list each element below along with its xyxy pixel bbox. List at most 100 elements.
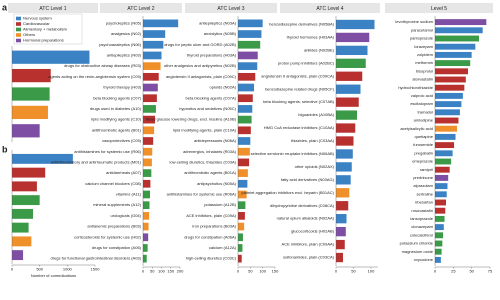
bar bbox=[143, 19, 179, 28]
bar bbox=[143, 115, 156, 124]
bar bbox=[238, 222, 245, 231]
bar bbox=[238, 212, 245, 220]
category-label: clonazepam bbox=[411, 224, 433, 229]
bar bbox=[238, 105, 253, 113]
bar bbox=[12, 250, 24, 261]
bar bbox=[143, 83, 158, 92]
category-label: alprazolam bbox=[413, 183, 433, 188]
legend-box bbox=[13, 13, 83, 45]
bar bbox=[435, 215, 445, 222]
bar bbox=[143, 30, 166, 38]
category-label: lipid modifying agents, plain (C10A) bbox=[173, 127, 237, 132]
category-label: thyroid therapy (H03) bbox=[103, 85, 141, 90]
legend-swatch bbox=[16, 38, 21, 43]
bar bbox=[435, 27, 483, 34]
header-background bbox=[280, 3, 380, 13]
bar bbox=[143, 62, 161, 70]
category-label: antianemic preparations (B03) bbox=[87, 224, 141, 229]
legend-swatch bbox=[16, 33, 21, 37]
category-label: fatty acid derivatives (N03AG) bbox=[281, 177, 335, 182]
category-label: antiepileptics (N03A) bbox=[199, 20, 237, 25]
column-title: ATC Level 4 bbox=[316, 6, 343, 12]
bar bbox=[435, 92, 463, 99]
bar bbox=[143, 179, 151, 188]
bar bbox=[336, 214, 347, 224]
x-tick-label: 25 bbox=[451, 269, 456, 274]
category-label: antithrombotic agents (B01) bbox=[92, 127, 142, 132]
category-label: antiepileptics (N03) bbox=[107, 52, 142, 57]
bar bbox=[336, 188, 350, 198]
category-label: urologicals (G04) bbox=[111, 213, 142, 218]
bar bbox=[336, 162, 352, 172]
category-label: benzodiazepine derivatives (N05BA) bbox=[269, 22, 334, 27]
category-label: other analgesics and antipyretics (N02B) bbox=[164, 63, 237, 68]
bar bbox=[238, 126, 251, 135]
bar bbox=[336, 175, 351, 185]
category-label: antidiarrheals (A07) bbox=[106, 170, 142, 175]
category-label: calcium channel blockers (C08) bbox=[85, 181, 141, 186]
bar bbox=[143, 201, 150, 210]
category-label: thyroid preparations (H03A) bbox=[187, 52, 237, 57]
panel-letter: b bbox=[2, 144, 8, 154]
category-label: metformin bbox=[415, 60, 433, 65]
bar bbox=[435, 224, 444, 231]
category-label: drugs used in diabetes (A10) bbox=[90, 106, 142, 111]
bar bbox=[336, 45, 368, 56]
category-label: bisoprolol bbox=[416, 68, 433, 73]
category-label: ramipril bbox=[420, 167, 433, 172]
bar bbox=[12, 181, 37, 192]
category-label: quetiapine bbox=[415, 134, 434, 139]
category-label: selective serotonin reuptake inhibitors … bbox=[251, 151, 335, 156]
bar bbox=[143, 212, 150, 220]
column-title: ATC Level 3 bbox=[217, 6, 244, 12]
bar bbox=[435, 256, 441, 263]
bar bbox=[238, 94, 253, 103]
x-tick-label: 150 bbox=[167, 269, 174, 274]
bar bbox=[143, 147, 153, 156]
bar bbox=[435, 101, 462, 108]
category-label: HMG CoA reductase inhibitors (C10AA) bbox=[264, 125, 335, 130]
bar bbox=[143, 40, 164, 49]
x-tick-label: 50 bbox=[351, 269, 356, 274]
category-label: adrenergics, inhalants (R03A) bbox=[183, 149, 237, 154]
x-tick-label: 0 bbox=[142, 269, 145, 274]
bar bbox=[435, 158, 452, 165]
bar bbox=[143, 137, 154, 145]
category-label: beta blocking agents, selective (C07AB) bbox=[263, 99, 335, 104]
category-label: benzodiazepine related drugs (N05CF) bbox=[265, 86, 335, 91]
category-label: analgesics (N02) bbox=[111, 31, 142, 36]
panel-letter: a bbox=[2, 2, 8, 12]
bar bbox=[435, 142, 455, 149]
category-label: colecalciferol bbox=[410, 232, 433, 237]
bar bbox=[336, 239, 345, 250]
category-label: vasoprotectives (C05) bbox=[102, 138, 142, 143]
x-tick-label: 50 bbox=[469, 269, 474, 274]
category-label: platelet aggregation inhibitors excl. he… bbox=[242, 190, 335, 195]
bar bbox=[238, 169, 248, 177]
x-tick-label: 1000 bbox=[63, 267, 73, 272]
category-label: beta blocking agents (C07A) bbox=[186, 95, 237, 100]
bar bbox=[336, 136, 354, 146]
bar bbox=[336, 32, 370, 43]
category-label: escitalopram bbox=[410, 101, 433, 106]
bar bbox=[143, 222, 149, 231]
bar bbox=[336, 149, 353, 159]
bar bbox=[12, 222, 29, 233]
category-label: sulfonamides, plain (C03CA) bbox=[283, 255, 335, 260]
bar bbox=[435, 240, 443, 247]
bar bbox=[143, 126, 155, 135]
category-label: omeprazole bbox=[412, 159, 434, 164]
category-label: atorvastatin bbox=[412, 77, 433, 82]
bar bbox=[435, 68, 468, 75]
bar bbox=[12, 195, 40, 206]
bar bbox=[12, 124, 40, 138]
bar bbox=[238, 40, 261, 49]
bar bbox=[238, 201, 246, 210]
bar bbox=[238, 244, 243, 252]
bar bbox=[143, 233, 149, 242]
bar bbox=[238, 147, 250, 156]
bar bbox=[12, 50, 90, 64]
bar bbox=[143, 254, 147, 263]
category-label: psycholeptics (N05) bbox=[106, 20, 142, 25]
